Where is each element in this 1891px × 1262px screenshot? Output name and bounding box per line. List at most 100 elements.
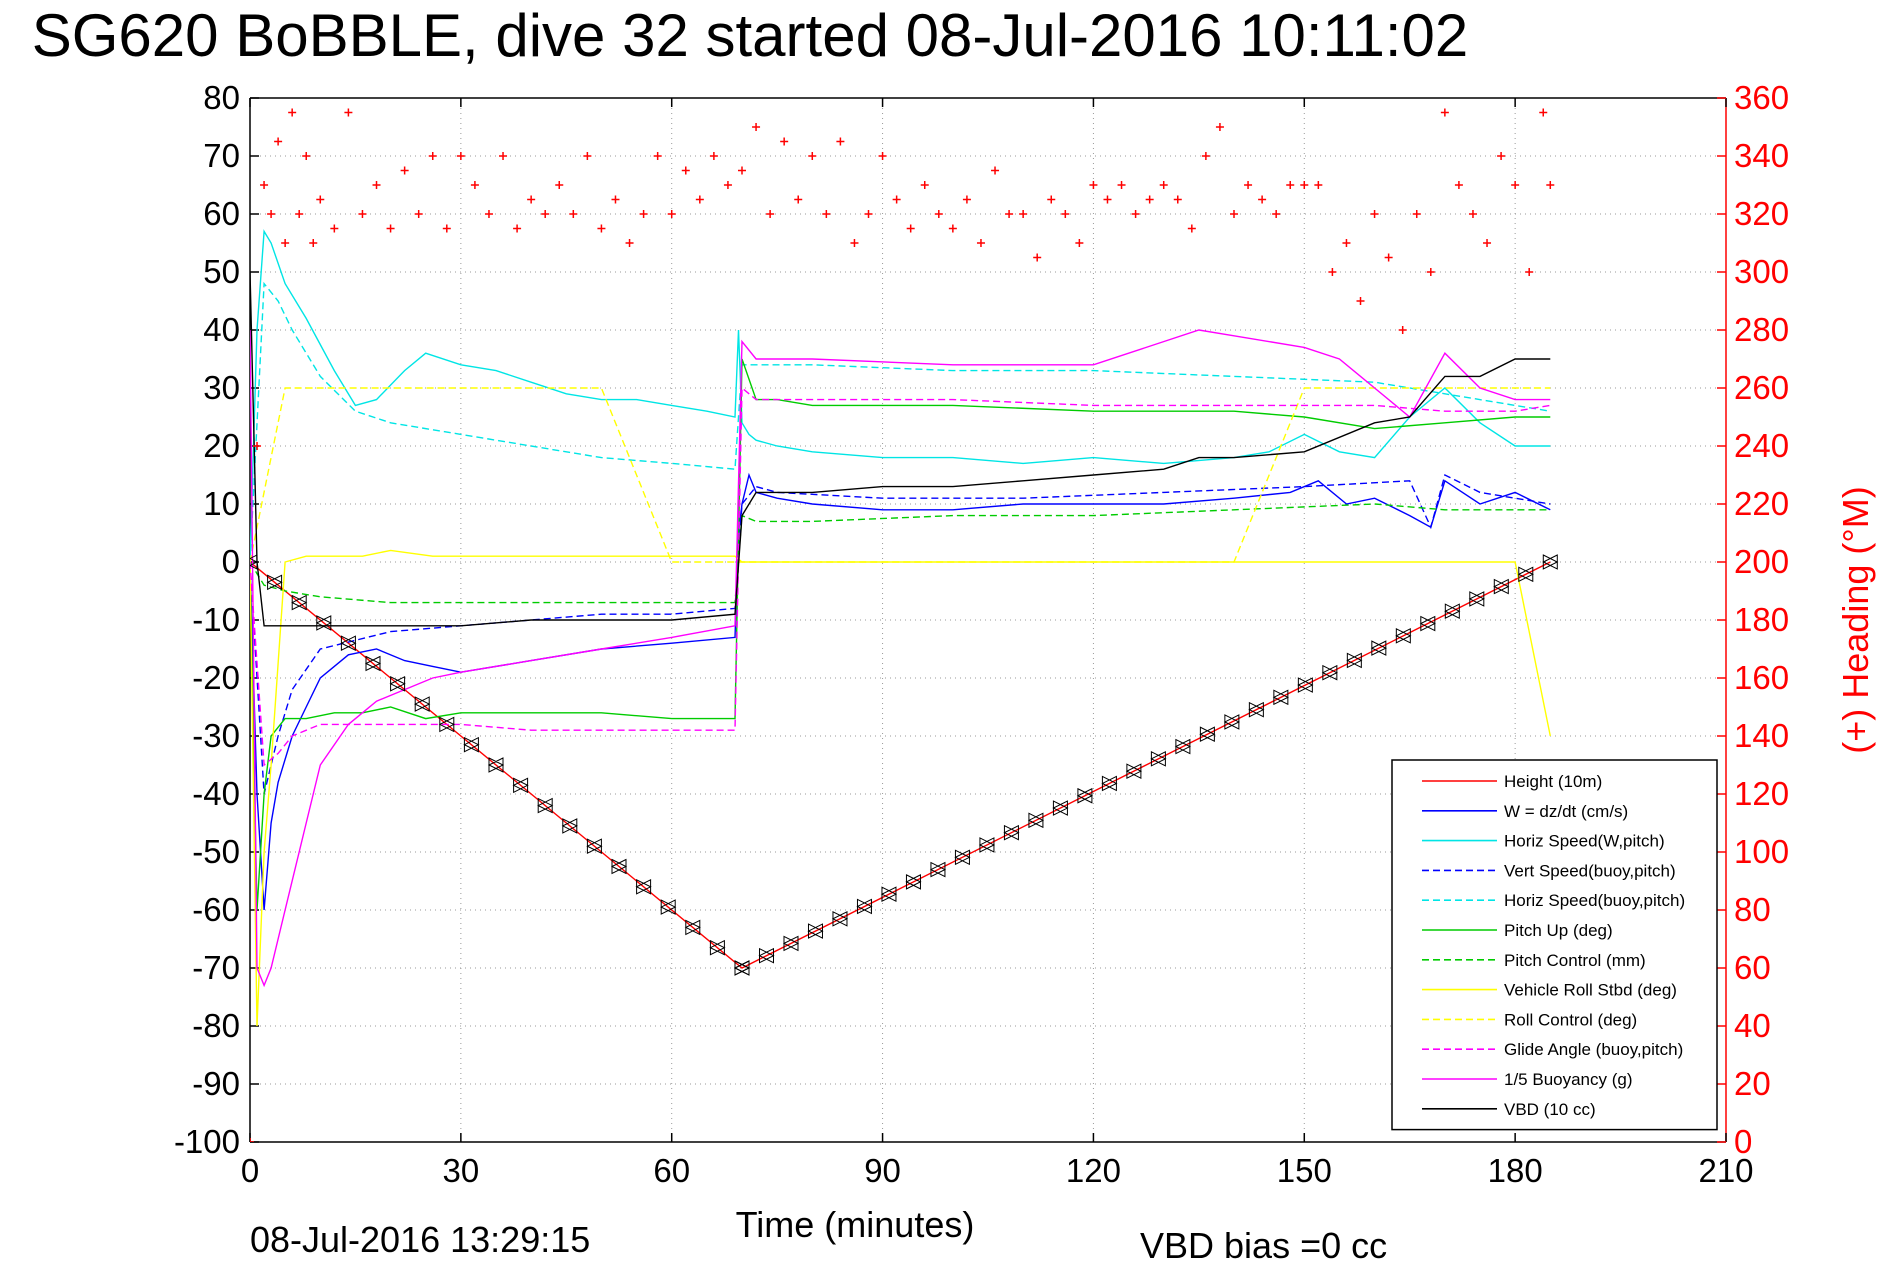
heading-point xyxy=(766,210,775,218)
heading-point xyxy=(1454,181,1463,189)
heading-point xyxy=(428,152,437,160)
height-marker xyxy=(782,935,800,952)
left-y-tick-label: 30 xyxy=(203,369,240,406)
heading-point xyxy=(1187,224,1196,233)
legend-label-roll-control-deg: Roll Control (deg) xyxy=(1504,1010,1637,1029)
heading-point xyxy=(1468,210,1477,218)
right-y-tick-label: 240 xyxy=(1734,427,1789,464)
series-1-5-buoyancy-g-line xyxy=(250,329,1551,988)
height-marker xyxy=(438,716,455,733)
height-marker xyxy=(1101,775,1118,792)
legend-label-1-5-buoyancy-g: 1/5 Buoyancy (g) xyxy=(1504,1070,1633,1089)
series-roll-control-deg-line xyxy=(250,387,1551,563)
left-y-tick-label: -30 xyxy=(192,717,240,754)
left-y-tick-label: 70 xyxy=(203,137,240,174)
heading-point xyxy=(1258,195,1267,204)
heading-point xyxy=(281,239,290,247)
height-marker xyxy=(733,960,751,976)
heading-point xyxy=(302,152,311,160)
legend-label-vert-speed-buoy-pitch: Vert Speed(buoy,pitch) xyxy=(1504,861,1676,880)
heading-point xyxy=(934,210,943,218)
legend-label-horiz-speed-w-pitch: Horiz Speed(W,pitch) xyxy=(1504,832,1665,851)
left-y-tick-label: -20 xyxy=(192,659,240,696)
right-y-tick-label: 200 xyxy=(1734,543,1789,580)
height-marker xyxy=(1150,751,1167,767)
height-marker xyxy=(1346,652,1363,669)
height-marker xyxy=(1321,664,1338,681)
left-y-tick-label: 20 xyxy=(203,427,240,464)
height-marker xyxy=(364,655,382,672)
height-marker xyxy=(1444,603,1461,620)
heading-point xyxy=(1230,210,1238,218)
heading-point xyxy=(808,152,817,160)
left-y-tick-label: -90 xyxy=(192,1065,240,1102)
height-marker xyxy=(1174,738,1191,755)
heading-point xyxy=(780,137,789,146)
heading-point xyxy=(1117,181,1126,189)
heading-point xyxy=(1356,297,1365,305)
height-marker xyxy=(537,797,554,814)
height-marker xyxy=(1468,591,1485,607)
height-marker xyxy=(250,554,259,570)
legend-label-vbd-10-cc: VBD (10 cc) xyxy=(1504,1100,1596,1119)
heading-point xyxy=(1384,253,1393,262)
height-marker xyxy=(586,838,603,855)
right-y-tick-label: 280 xyxy=(1734,311,1789,348)
legend-label-w-dz-dt-cm-s: W = dz/dt (cm/s) xyxy=(1504,802,1628,821)
heading-point xyxy=(1215,123,1224,131)
heading-point xyxy=(499,152,508,160)
heading-point xyxy=(309,239,318,247)
heading-point xyxy=(1061,210,1070,218)
heading-point xyxy=(1300,181,1309,189)
height-marker xyxy=(660,899,677,915)
heading-point xyxy=(527,195,536,204)
series-glide-angle-buoy-pitch-line xyxy=(250,386,1551,767)
right-y-tick-label: 340 xyxy=(1734,137,1789,174)
heading-point xyxy=(1525,268,1534,276)
height-marker xyxy=(1395,628,1412,644)
heading-point xyxy=(667,210,676,218)
heading-point xyxy=(1483,239,1492,247)
heading-point xyxy=(723,181,732,189)
heading-point xyxy=(709,152,718,160)
series-height-10m-line xyxy=(250,561,1551,969)
heading-point xyxy=(1546,181,1555,189)
heading-point xyxy=(1131,210,1140,218)
left-y-tick-label: -100 xyxy=(174,1123,240,1160)
right-y-tick-label: 0 xyxy=(1734,1123,1752,1160)
height-marker xyxy=(1223,714,1240,730)
heading-point xyxy=(948,224,957,233)
heading-point xyxy=(1314,181,1323,189)
right-y-tick-label: 220 xyxy=(1734,485,1789,522)
left-y-tick-label: 60 xyxy=(203,195,240,232)
heading-point xyxy=(583,152,592,160)
heading-point xyxy=(794,195,803,204)
right-y-tick-label: 300 xyxy=(1734,253,1789,290)
left-y-tick-label: -10 xyxy=(192,601,240,638)
height-marker xyxy=(610,858,628,875)
height-marker xyxy=(1248,701,1265,718)
height-marker xyxy=(512,777,529,794)
legend-label-glide-angle-buoy-pitch: Glide Angle (buoy,pitch) xyxy=(1504,1040,1683,1059)
heading-point xyxy=(639,210,648,218)
heading-point xyxy=(1201,152,1210,160)
heading-point xyxy=(1159,181,1168,189)
heading-point xyxy=(316,195,325,204)
heading-point xyxy=(386,224,395,233)
heading-point xyxy=(330,224,339,233)
heading-point xyxy=(920,181,929,189)
heading-point xyxy=(372,181,381,189)
height-marker xyxy=(635,878,652,895)
heading-point xyxy=(274,137,283,146)
heading-point xyxy=(1033,253,1042,262)
right-y-tick-label: 320 xyxy=(1734,195,1789,232)
heading-point xyxy=(1173,195,1182,204)
height-marker xyxy=(414,696,431,712)
height-marker xyxy=(561,818,578,834)
footer-vbd-bias: VBD bias =0 cc xyxy=(1140,1225,1387,1262)
heading-point xyxy=(991,166,1000,175)
heading-point xyxy=(752,123,761,131)
left-y-tick-label: -80 xyxy=(192,1007,240,1044)
left-y-tick-label: 0 xyxy=(222,543,240,580)
heading-point xyxy=(344,108,353,117)
